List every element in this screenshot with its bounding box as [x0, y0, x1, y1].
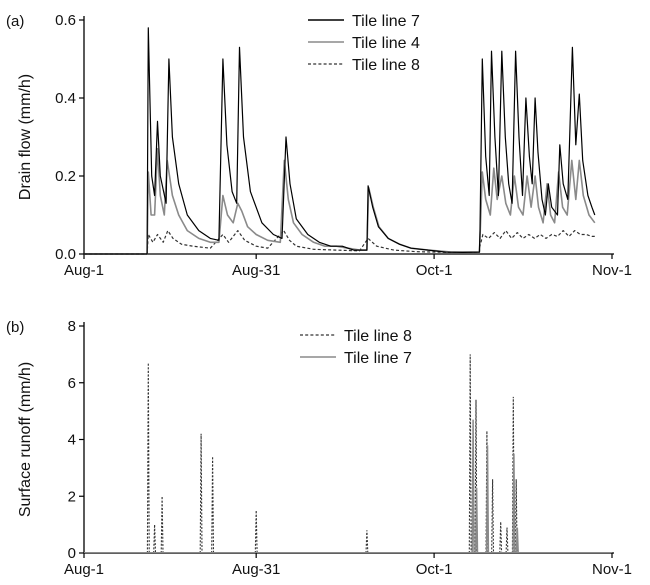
runoff-spike-tile-line-8 — [468, 354, 472, 554]
y-tick-label: 6 — [68, 375, 76, 392]
runoff-spike-tile-line-8 — [199, 433, 203, 554]
runoff-spike-tile-line-7 — [474, 487, 479, 554]
x-tick-label: Aug-1 — [64, 561, 104, 578]
x-tick-label: Aug-31 — [232, 262, 280, 279]
drain-flow-panel: (a) 0.0 0.2 0.4 0.6 Aug-1 Aug-31 Oct-1 Nov-1 Drai… — [6, 12, 632, 279]
x-tick-label: Oct-1 — [416, 262, 453, 279]
x-tick-label: Nov-1 — [592, 561, 632, 578]
y-tick-label: 0.0 — [55, 246, 76, 263]
runoff-spike-tile-line-7 — [471, 419, 475, 554]
legend-label: Tile line 4 — [352, 35, 420, 52]
y-tick-label: 0.2 — [55, 168, 76, 185]
runoff-spike-tile-line-7 — [485, 445, 490, 554]
x-tick-label: Aug-1 — [64, 262, 104, 279]
runoff-spike-tile-line-8 — [365, 530, 369, 554]
y-tick-label: 8 — [68, 318, 76, 335]
y-axis-label: Drain flow (mm/h) — [17, 74, 34, 200]
series-line-tile-line-8 — [84, 230, 595, 255]
panel-a-label: (a) — [6, 13, 24, 30]
surface-runoff-panel: (b) 0 2 4 6 8 Aug-1 Aug-31 Oct-1 Nov-1 Surface run… — [6, 318, 632, 578]
runoff-spike-tile-line-7 — [515, 527, 519, 554]
runoff-spike-tile-line-8 — [211, 456, 215, 554]
runoff-spike-tile-line-8 — [160, 496, 164, 554]
legend-label: Tile line 8 — [344, 328, 412, 345]
y-tick-label: 0 — [68, 545, 76, 562]
runoff-spike-tile-line-8 — [505, 527, 509, 554]
panel-b-label: (b) — [6, 319, 24, 336]
runoff-spike-tile-line-8 — [499, 521, 503, 554]
x-tick-label: Nov-1 — [592, 262, 632, 279]
runoff-spike-tile-line-8 — [146, 362, 150, 554]
runoff-spike-tile-line-8 — [254, 510, 258, 554]
y-axis-label: Surface runoff (mm/h) — [17, 362, 34, 517]
legend-label: Tile line 7 — [352, 13, 420, 30]
y-tick-label: 0.6 — [55, 12, 76, 29]
runoff-spike-tile-line-8 — [474, 399, 478, 554]
x-tick-label: Aug-31 — [232, 561, 280, 578]
legend-label: Tile line 8 — [352, 57, 420, 74]
runoff-spike-tile-line-8 — [491, 479, 495, 554]
legend-label: Tile line 7 — [344, 350, 412, 367]
y-tick-label: 4 — [68, 432, 76, 449]
runoff-spike-tile-line-8 — [153, 524, 157, 554]
y-tick-label: 2 — [68, 488, 76, 505]
y-tick-label: 0.4 — [55, 90, 76, 107]
series-line-tile-line-7 — [84, 27, 596, 255]
x-tick-label: Oct-1 — [416, 561, 453, 578]
runoff-spike-tile-line-7 — [512, 453, 516, 554]
